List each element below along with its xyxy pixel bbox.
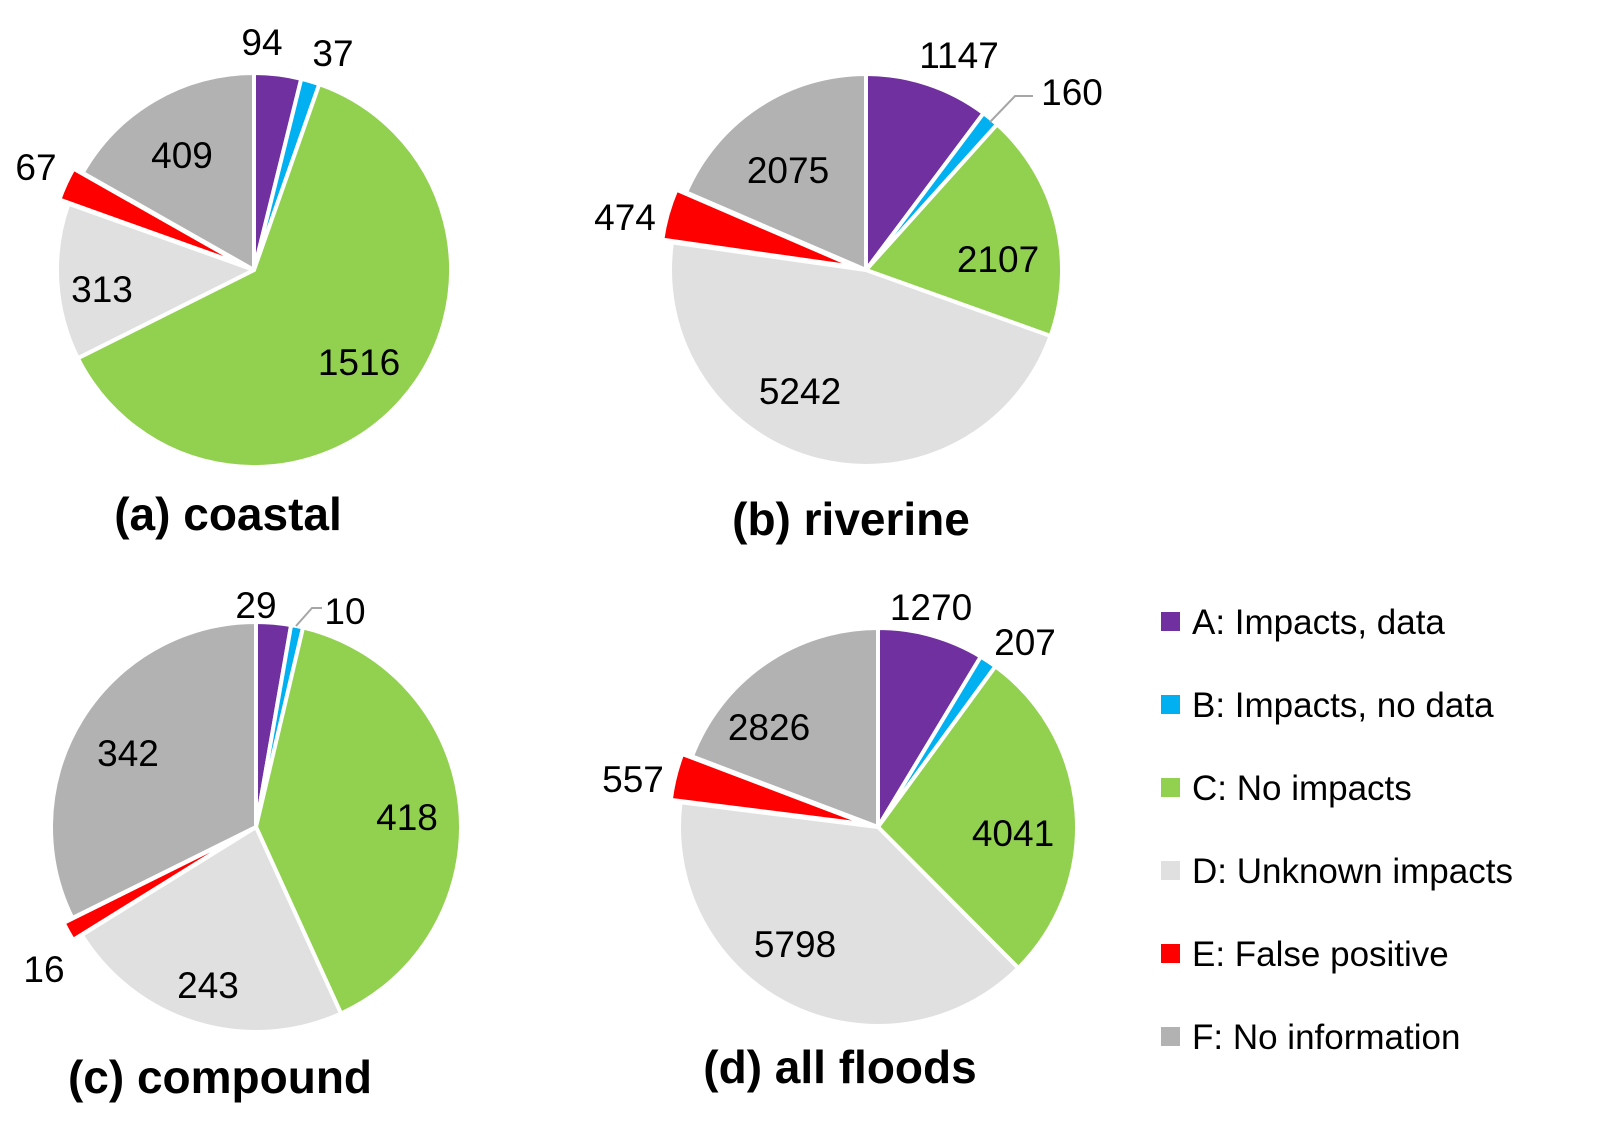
pie-1-slice-d [55,201,256,361]
pie-2-slice-a [864,72,986,272]
pie-2-slice-d [668,240,1053,468]
pie-2-label-a: 1147 [919,35,999,76]
pie-3-label-a: 29 [235,585,276,626]
legend-swatch-b [1161,695,1180,714]
legend-swatch-a [1161,612,1180,631]
pie-chart-3: 29 10 418 243 16 342 (c) compound [23,585,463,1103]
legend-label-b: B: Impacts, no data [1192,686,1494,725]
legend-label-f: F: No information [1192,1018,1460,1057]
pie-2-label-d: 5242 [759,371,841,412]
legend-label-e: E: False positive [1192,935,1449,974]
pie-1-slice-f [80,71,256,272]
pie-charts: 94 37 1516 313 67 409 (a) coastal 1147 160 2107 52… [15,22,1102,1103]
legend-label-a: A: Impacts, data [1192,603,1445,642]
pie-1-label-a: 94 [241,22,282,63]
pie-4-label-a: 1270 [890,587,972,628]
pie-1-label-d: 313 [71,269,133,310]
pie-4-slice-c [876,664,1079,971]
pie-1-label-f: 409 [151,135,213,176]
pie-3-label-b: 10 [324,591,365,632]
pie-1-label-b: 37 [312,33,353,74]
pie-4-slice-e [668,751,871,827]
pie-3-title: (c) compound [68,1051,372,1103]
pie-3-label-f: 342 [97,733,159,774]
pie-2-slice-c [864,122,1064,339]
pie-2-label-b: 160 [1041,72,1103,113]
pie-3-label-e: 16 [23,949,64,990]
pie-1-label-e: 67 [15,147,56,188]
pie-3-label-c: 418 [376,797,438,838]
pie-3-slice-e [61,829,250,942]
pie-2-label-c: 2107 [957,239,1039,280]
pie-2-leader-line [989,95,1033,123]
pie-chart-4: 1270 207 4041 5798 557 2826 (d) all floods [602,587,1079,1093]
legend-label-d: D: Unknown impacts [1192,852,1513,891]
pie-4-label-c: 4041 [972,813,1054,854]
pie-4-label-e: 557 [602,759,664,800]
pie-3-slice-f [48,620,258,921]
legend-swatch-e [1161,944,1180,963]
pie-4-slice-a [876,626,983,829]
pie-4-slice-d [677,800,1021,1028]
pie-2-slice-e [660,187,859,270]
pie-3-label-d: 243 [177,965,239,1006]
pie-1-slice-c [75,82,453,469]
legend-swatch-f [1161,1027,1180,1046]
pie-2-slice-f [684,72,868,272]
pie-3-leader-line [295,607,322,627]
pie-4-label-b: 207 [994,622,1056,663]
pie-4-label-f: 2826 [728,707,810,748]
pie-4-slice-f [689,626,880,829]
legend-label-c: C: No impacts [1192,769,1412,808]
pie-1-slice-e [57,166,247,268]
legend-swatch-c [1161,778,1180,797]
legend-swatch-d [1161,861,1180,880]
pie-3-slice-d [79,825,344,1034]
pie-2-title: (b) riverine [732,493,970,545]
pie-4-title: (d) all floods [703,1041,976,1093]
pie-chart-2: 1147 160 2107 5242 474 2075 (b) riverine [594,35,1103,545]
pie-2-label-e: 474 [594,197,656,238]
pie-4-label-d: 5798 [754,924,836,965]
pie-1-label-c: 1516 [318,342,400,383]
legend: A: Impacts, data B: Impacts, no data C: … [1161,603,1513,1057]
pie-2-label-f: 2075 [747,150,829,191]
pie-chart-1: 94 37 1516 313 67 409 (a) coastal [15,22,453,540]
pie-1-title: (a) coastal [114,488,342,540]
pie-3-slice-c [254,625,463,1016]
